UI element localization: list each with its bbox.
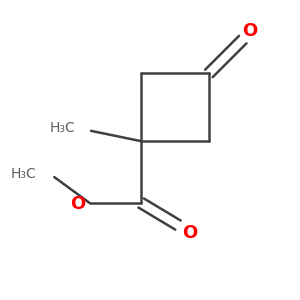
Text: O: O (242, 22, 258, 40)
Text: O: O (70, 196, 85, 214)
Text: O: O (182, 224, 197, 242)
Text: H₃C: H₃C (11, 167, 37, 181)
Text: H₃C: H₃C (49, 121, 75, 135)
